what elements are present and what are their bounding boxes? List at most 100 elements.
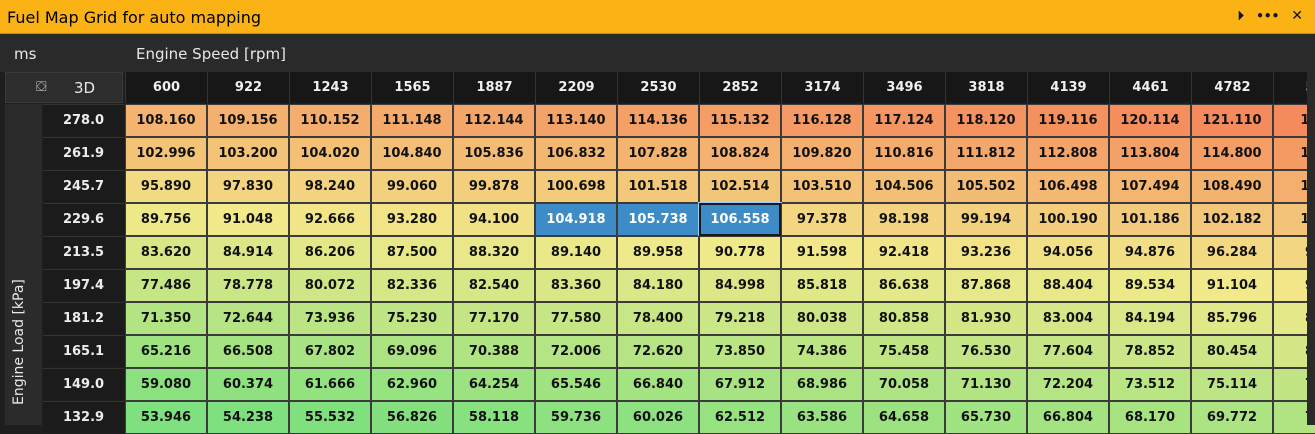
more-icon[interactable]: ••• [1256, 9, 1280, 23]
grid-cell[interactable]: 63.586 [781, 401, 863, 434]
grid-cell[interactable]: 79.218 [699, 302, 781, 335]
grid-cell[interactable]: 65.216 [125, 335, 207, 368]
grid-cell[interactable]: 93.280 [371, 203, 453, 236]
column-header-rpm[interactable]: 1243 [289, 72, 371, 103]
play-icon[interactable]: ⏵ [1237, 8, 1245, 24]
grid-cell[interactable]: 104.840 [371, 137, 453, 170]
grid-cell[interactable]: 70.058 [863, 368, 945, 401]
grid-cell[interactable]: 73.936 [289, 302, 371, 335]
grid-cell[interactable]: 91.048 [207, 203, 289, 236]
grid-cell[interactable]: 67.912 [699, 368, 781, 401]
grid-cell[interactable]: 120.114 [1109, 104, 1191, 137]
grid-cell[interactable]: 111.812 [945, 137, 1027, 170]
grid-cell[interactable]: 64.254 [453, 368, 535, 401]
grid-cell[interactable]: 119.116 [1027, 104, 1109, 137]
grid-cell[interactable]: 112.144 [453, 104, 535, 137]
column-header-rpm[interactable]: 3174 [781, 72, 863, 103]
grid-cell[interactable]: 100.190 [1027, 203, 1109, 236]
grid-cell[interactable]: 77.486 [125, 269, 207, 302]
grid-cell[interactable]: 105.738 [617, 203, 699, 236]
grid-cell[interactable]: 80.038 [781, 302, 863, 335]
grid-cell[interactable]: 97.830 [207, 170, 289, 203]
grid-cell[interactable]: 103.200 [207, 137, 289, 170]
grid-cell[interactable]: 93.236 [945, 236, 1027, 269]
grid-cell[interactable]: 114.136 [617, 104, 699, 137]
grid-cell[interactable]: 99.060 [371, 170, 453, 203]
grid-cell[interactable]: 113.140 [535, 104, 617, 137]
grid-cell[interactable]: 94.100 [453, 203, 535, 236]
grid-cell[interactable]: 77.170 [453, 302, 535, 335]
grid-cell[interactable]: 108.490 [1191, 170, 1273, 203]
grid-cell[interactable]: 91.598 [781, 236, 863, 269]
column-header-rpm[interactable]: 2209 [535, 72, 617, 103]
row-header-load[interactable]: 132.9 [43, 401, 124, 433]
grid-cell[interactable]: 60.026 [617, 401, 699, 434]
grid-cell[interactable]: 76.530 [945, 335, 1027, 368]
grid-cell[interactable]: 80.072 [289, 269, 371, 302]
grid-cell[interactable]: 72.644 [207, 302, 289, 335]
grid-cell[interactable]: 83.620 [125, 236, 207, 269]
grid-cell[interactable]: 87.868 [945, 269, 1027, 302]
grid-cell[interactable]: 92.666 [289, 203, 371, 236]
column-header-rpm[interactable]: 3818 [945, 72, 1027, 103]
grid-cell[interactable]: 59.080 [125, 368, 207, 401]
grid-cell[interactable]: 58.118 [453, 401, 535, 434]
grid-cell[interactable]: 80.454 [1191, 335, 1273, 368]
grid-cell[interactable]: 70.388 [453, 335, 535, 368]
grid-cell[interactable]: 87.500 [371, 236, 453, 269]
grid-cell[interactable]: 66.840 [617, 368, 699, 401]
grid-cell[interactable]: 100.698 [535, 170, 617, 203]
grid-cell[interactable]: 62.512 [699, 401, 781, 434]
grid-cell[interactable]: 99.194 [945, 203, 1027, 236]
grid-cell[interactable]: 108.824 [699, 137, 781, 170]
grid-cell[interactable]: 80.858 [863, 302, 945, 335]
grid-cell[interactable]: 62.960 [371, 368, 453, 401]
grid-cell[interactable]: 86.206 [289, 236, 371, 269]
grid-cell[interactable]: 83.360 [535, 269, 617, 302]
grid-cell[interactable]: 117.124 [863, 104, 945, 137]
grid-cell[interactable]: 90.778 [699, 236, 781, 269]
grid-cell[interactable]: 118.120 [945, 104, 1027, 137]
grid-cell[interactable]: 110.152 [289, 104, 371, 137]
grid-cell[interactable]: 96.284 [1191, 236, 1273, 269]
grid-cell[interactable]: 65.730 [945, 401, 1027, 434]
grid-cell[interactable]: 83.004 [1027, 302, 1109, 335]
grid-cell[interactable]: 68.986 [781, 368, 863, 401]
grid-cell[interactable]: 89.534 [1109, 269, 1191, 302]
grid-cell[interactable]: 78.852 [1109, 335, 1191, 368]
grid-cell[interactable]: 71.130 [945, 368, 1027, 401]
grid-cell[interactable]: 116.128 [781, 104, 863, 137]
grid-cell[interactable]: 94.876 [1109, 236, 1191, 269]
grid-cell[interactable]: 85.796 [1191, 302, 1273, 335]
grid-cell[interactable]: 82.540 [453, 269, 535, 302]
grid-cell[interactable]: 107.828 [617, 137, 699, 170]
grid-cell[interactable]: 75.458 [863, 335, 945, 368]
grid-cell[interactable]: 89.756 [125, 203, 207, 236]
column-header-rpm[interactable]: 4461 [1109, 72, 1191, 103]
column-header-rpm[interactable]: 2530 [617, 72, 699, 103]
grid-cell[interactable]: 74.386 [781, 335, 863, 368]
grid-cell[interactable]: 69.772 [1191, 401, 1273, 434]
grid-cell[interactable]: 113.804 [1109, 137, 1191, 170]
grid-cell[interactable]: 107.494 [1109, 170, 1191, 203]
grid-cell[interactable]: 102.182 [1191, 203, 1273, 236]
grid-cell[interactable]: 64.658 [863, 401, 945, 434]
grid-cell[interactable]: 73.512 [1109, 368, 1191, 401]
grid-cell[interactable]: 55.532 [289, 401, 371, 434]
grid-cell[interactable]: 104.506 [863, 170, 945, 203]
column-header-rpm[interactable]: 1565 [371, 72, 453, 103]
grid-cell[interactable]: 67.802 [289, 335, 371, 368]
grid-cell[interactable]: 92.418 [863, 236, 945, 269]
column-header-rpm[interactable]: 4139 [1027, 72, 1109, 103]
grid-cell[interactable]: 85.818 [781, 269, 863, 302]
grid-cell[interactable]: 65.546 [535, 368, 617, 401]
grid-cell[interactable]: 102.996 [125, 137, 207, 170]
grid-cell[interactable]: 97.378 [781, 203, 863, 236]
row-header-load[interactable]: 261.9 [43, 137, 124, 169]
grid-cell[interactable]: 69.096 [371, 335, 453, 368]
grid-cell[interactable]: 71.350 [125, 302, 207, 335]
grid-cell[interactable]: 72.006 [535, 335, 617, 368]
grid-cell[interactable]: 72.204 [1027, 368, 1109, 401]
grid-cell[interactable]: 106.832 [535, 137, 617, 170]
grid-cell[interactable]: 66.804 [1027, 401, 1109, 434]
